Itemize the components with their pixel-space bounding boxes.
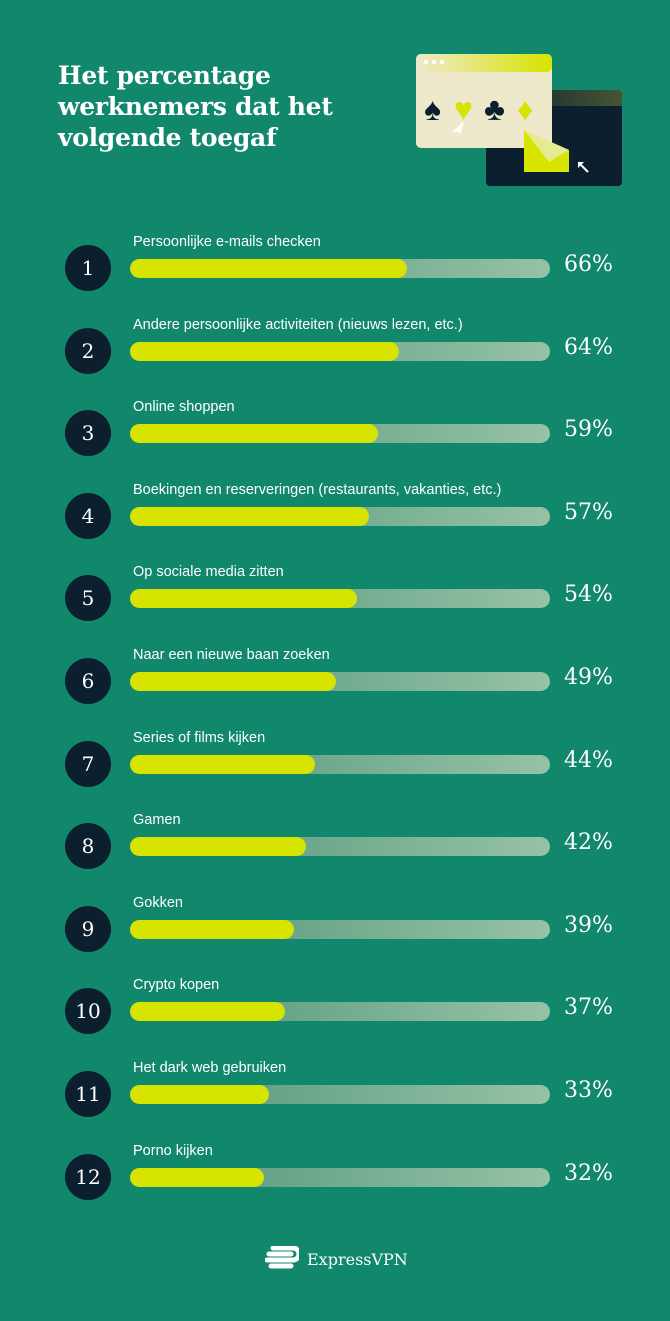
bar-track: [130, 424, 550, 444]
bar-label: Gamen: [133, 812, 181, 829]
bar-track: [130, 672, 550, 691]
rank-badge: 7: [65, 740, 111, 787]
rank-badge: 1: [65, 245, 111, 291]
bar-label: Gokken: [133, 894, 183, 911]
value-label: 44%: [564, 747, 613, 773]
bar: [130, 259, 408, 278]
bar-track: [130, 754, 550, 774]
value-label: 39%: [564, 912, 613, 938]
bar-track: [130, 919, 550, 939]
bar-label: Andere persoonlijke activiteiten (nieuws…: [133, 316, 463, 333]
bar-row: 10 Crypto kopen 37%: [0, 977, 670, 1068]
bar-row: 7 Series of films kijken 44%: [0, 730, 670, 821]
bar: [130, 1002, 286, 1022]
bar-row: 4 Boekingen en reserveringen (restaurants…: [0, 482, 670, 573]
bar-track: [130, 1085, 550, 1104]
bar-track: [130, 1002, 550, 1022]
bar-row: 8 Gamen 42%: [0, 812, 670, 903]
value-label: 37%: [564, 995, 613, 1021]
value-label: 64%: [564, 334, 613, 360]
bar-row: 6 Naar een nieuwe baan zoeken 49%: [0, 647, 670, 738]
rank-badge: 8: [65, 823, 111, 870]
bar: [130, 341, 399, 361]
value-label: 33%: [564, 1078, 613, 1103]
rank-badge: 9: [65, 905, 111, 952]
bar: [130, 1085, 269, 1104]
bar-track: [130, 837, 550, 857]
bar-label: Porno kijken: [133, 1142, 213, 1159]
bar-track: [130, 506, 550, 526]
rank-badge: 10: [65, 988, 111, 1035]
bar: [130, 424, 378, 444]
brand-name: ExpressVPN: [307, 1249, 408, 1269]
value-label: 59%: [564, 417, 613, 443]
bar-label: Online shoppen: [133, 399, 235, 416]
bar-row: 3 Online shoppen 59%: [0, 399, 670, 490]
rank-badge: 3: [65, 410, 111, 457]
bar-row: 5 Op sociale media zitten 54%: [0, 564, 670, 655]
bar-row: 12 Porno kijken 32%: [0, 1143, 670, 1234]
bar-label: Naar een nieuwe baan zoeken: [133, 647, 330, 663]
rank-badge: 11: [65, 1071, 111, 1117]
svg-text:♦: ♦: [517, 91, 533, 127]
rank-badge: 2: [65, 327, 111, 374]
bar-track: [130, 1167, 550, 1187]
svg-text:♥: ♥: [454, 91, 473, 127]
bar-label: Persoonlijke e-mails checken: [133, 234, 321, 250]
bar-track: [130, 589, 550, 609]
rank-badge: 12: [65, 1153, 111, 1200]
value-label: 54%: [564, 582, 613, 608]
bar: [130, 506, 370, 526]
value-label: 57%: [564, 499, 613, 525]
bar: [130, 589, 357, 609]
bar: [130, 837, 307, 857]
bar: [130, 754, 315, 774]
bar-label: Crypto kopen: [133, 977, 220, 994]
bar-row: 2 Andere persoonlijke activiteiten (nieuw…: [0, 317, 670, 408]
svg-text:♠: ♠: [424, 91, 441, 127]
bar-track: [130, 341, 550, 361]
bar-label: Boekingen en reserveringen (restaurants,…: [133, 481, 502, 498]
bar-row: 9 Gokken 39%: [0, 895, 670, 986]
browser-card-suits-illustration-icon: ♠ ♥ ♣ ♦: [416, 54, 622, 186]
bar-row: 11 Het dark web gebruiken 33%: [0, 1060, 670, 1151]
bar-label: Het dark web gebruiken: [133, 1060, 287, 1076]
expressvpn-logo: ExpressVPN: [265, 1246, 408, 1272]
value-label: 66%: [564, 252, 613, 277]
rank-badge: 4: [65, 492, 111, 539]
value-label: 42%: [564, 830, 613, 856]
bar-track: [130, 259, 550, 278]
bar: [130, 919, 294, 939]
value-label: 32%: [564, 1160, 613, 1186]
svg-text:♣: ♣: [484, 91, 505, 127]
bar-row: 1 Persoonlijke e-mails checken 66%: [0, 234, 670, 325]
bar: [130, 672, 336, 691]
rank-badge: 5: [65, 575, 111, 622]
bar-label: Op sociale media zitten: [133, 564, 284, 581]
chart-title: Het percentage werknemers dat het volgen…: [58, 61, 333, 152]
rank-badge: 6: [65, 658, 111, 704]
bar: [130, 1167, 265, 1187]
bar-label: Series of films kijken: [133, 729, 266, 746]
value-label: 49%: [564, 665, 613, 690]
expressvpn-logo-icon: [265, 1246, 299, 1269]
